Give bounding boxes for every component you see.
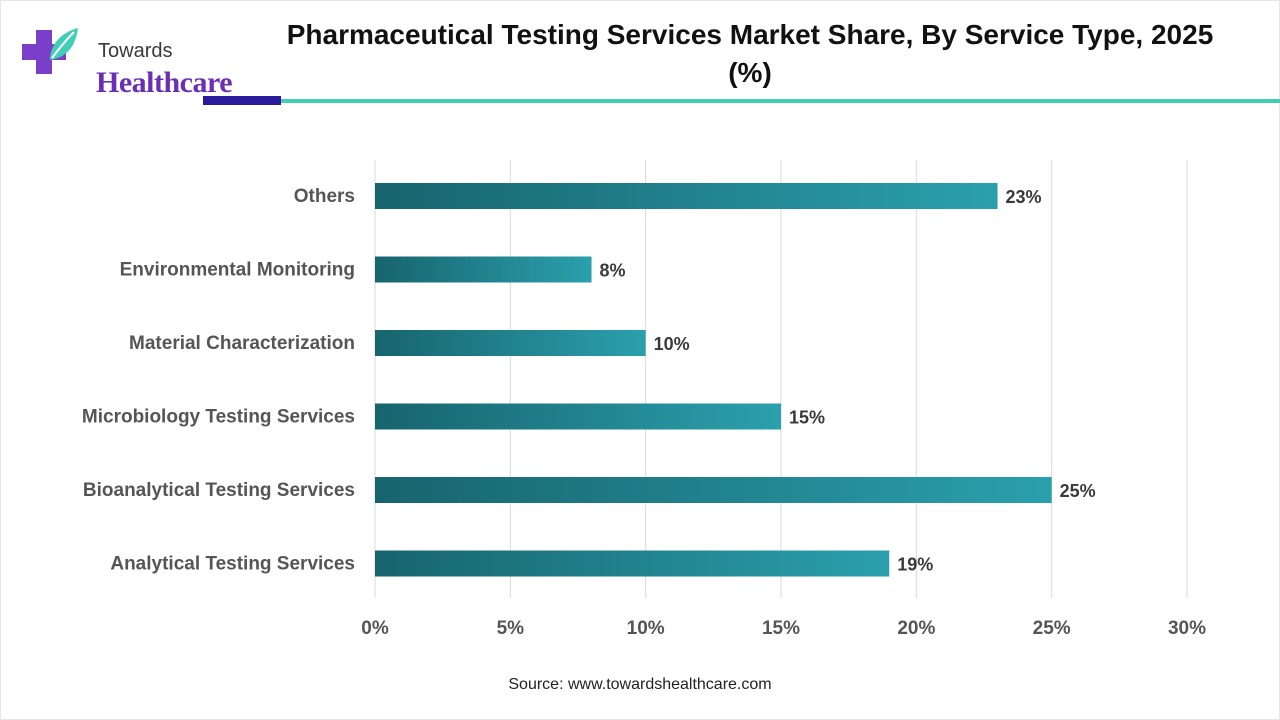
x-tick-label: 15%	[762, 618, 800, 639]
category-label: Others	[294, 186, 355, 207]
x-tick-label: 25%	[1033, 618, 1071, 639]
bar	[375, 477, 1052, 503]
value-label: 15%	[789, 408, 825, 428]
bar	[375, 403, 781, 430]
value-label: 25%	[1060, 481, 1096, 501]
x-tick-label: 20%	[897, 618, 935, 639]
x-tick-label: 30%	[1168, 618, 1206, 639]
source-note: Source: www.towardshealthcare.com	[508, 676, 772, 693]
logo-text-healthcare: Healthcare	[96, 66, 233, 99]
x-tick-label: 10%	[627, 618, 665, 639]
category-label: Analytical Testing Services	[110, 554, 355, 575]
title-rule-teal	[281, 99, 1280, 103]
category-label: Material Characterization	[129, 333, 355, 354]
bar	[375, 256, 592, 283]
medical-cross-leaf-icon	[22, 28, 78, 74]
bar	[375, 183, 998, 209]
value-label: 23%	[1006, 187, 1042, 207]
logo-text-towards: Towards	[98, 40, 173, 62]
bar	[375, 550, 890, 577]
category-label: Environmental Monitoring	[120, 260, 355, 281]
value-label: 19%	[897, 555, 933, 575]
category-label: Microbiology Testing Services	[82, 407, 355, 428]
x-tick-label: 5%	[497, 618, 525, 639]
chart-title: Pharmaceutical Testing Services Market S…	[286, 19, 1214, 88]
category-label: Bioanalytical Testing Services	[83, 480, 355, 501]
title-rule-dark	[203, 96, 281, 105]
bar	[375, 330, 646, 356]
logo: Towards Healthcare	[20, 20, 250, 99]
value-label: 10%	[654, 334, 690, 354]
value-label: 8%	[600, 261, 626, 281]
x-tick-label: 0%	[361, 618, 389, 639]
